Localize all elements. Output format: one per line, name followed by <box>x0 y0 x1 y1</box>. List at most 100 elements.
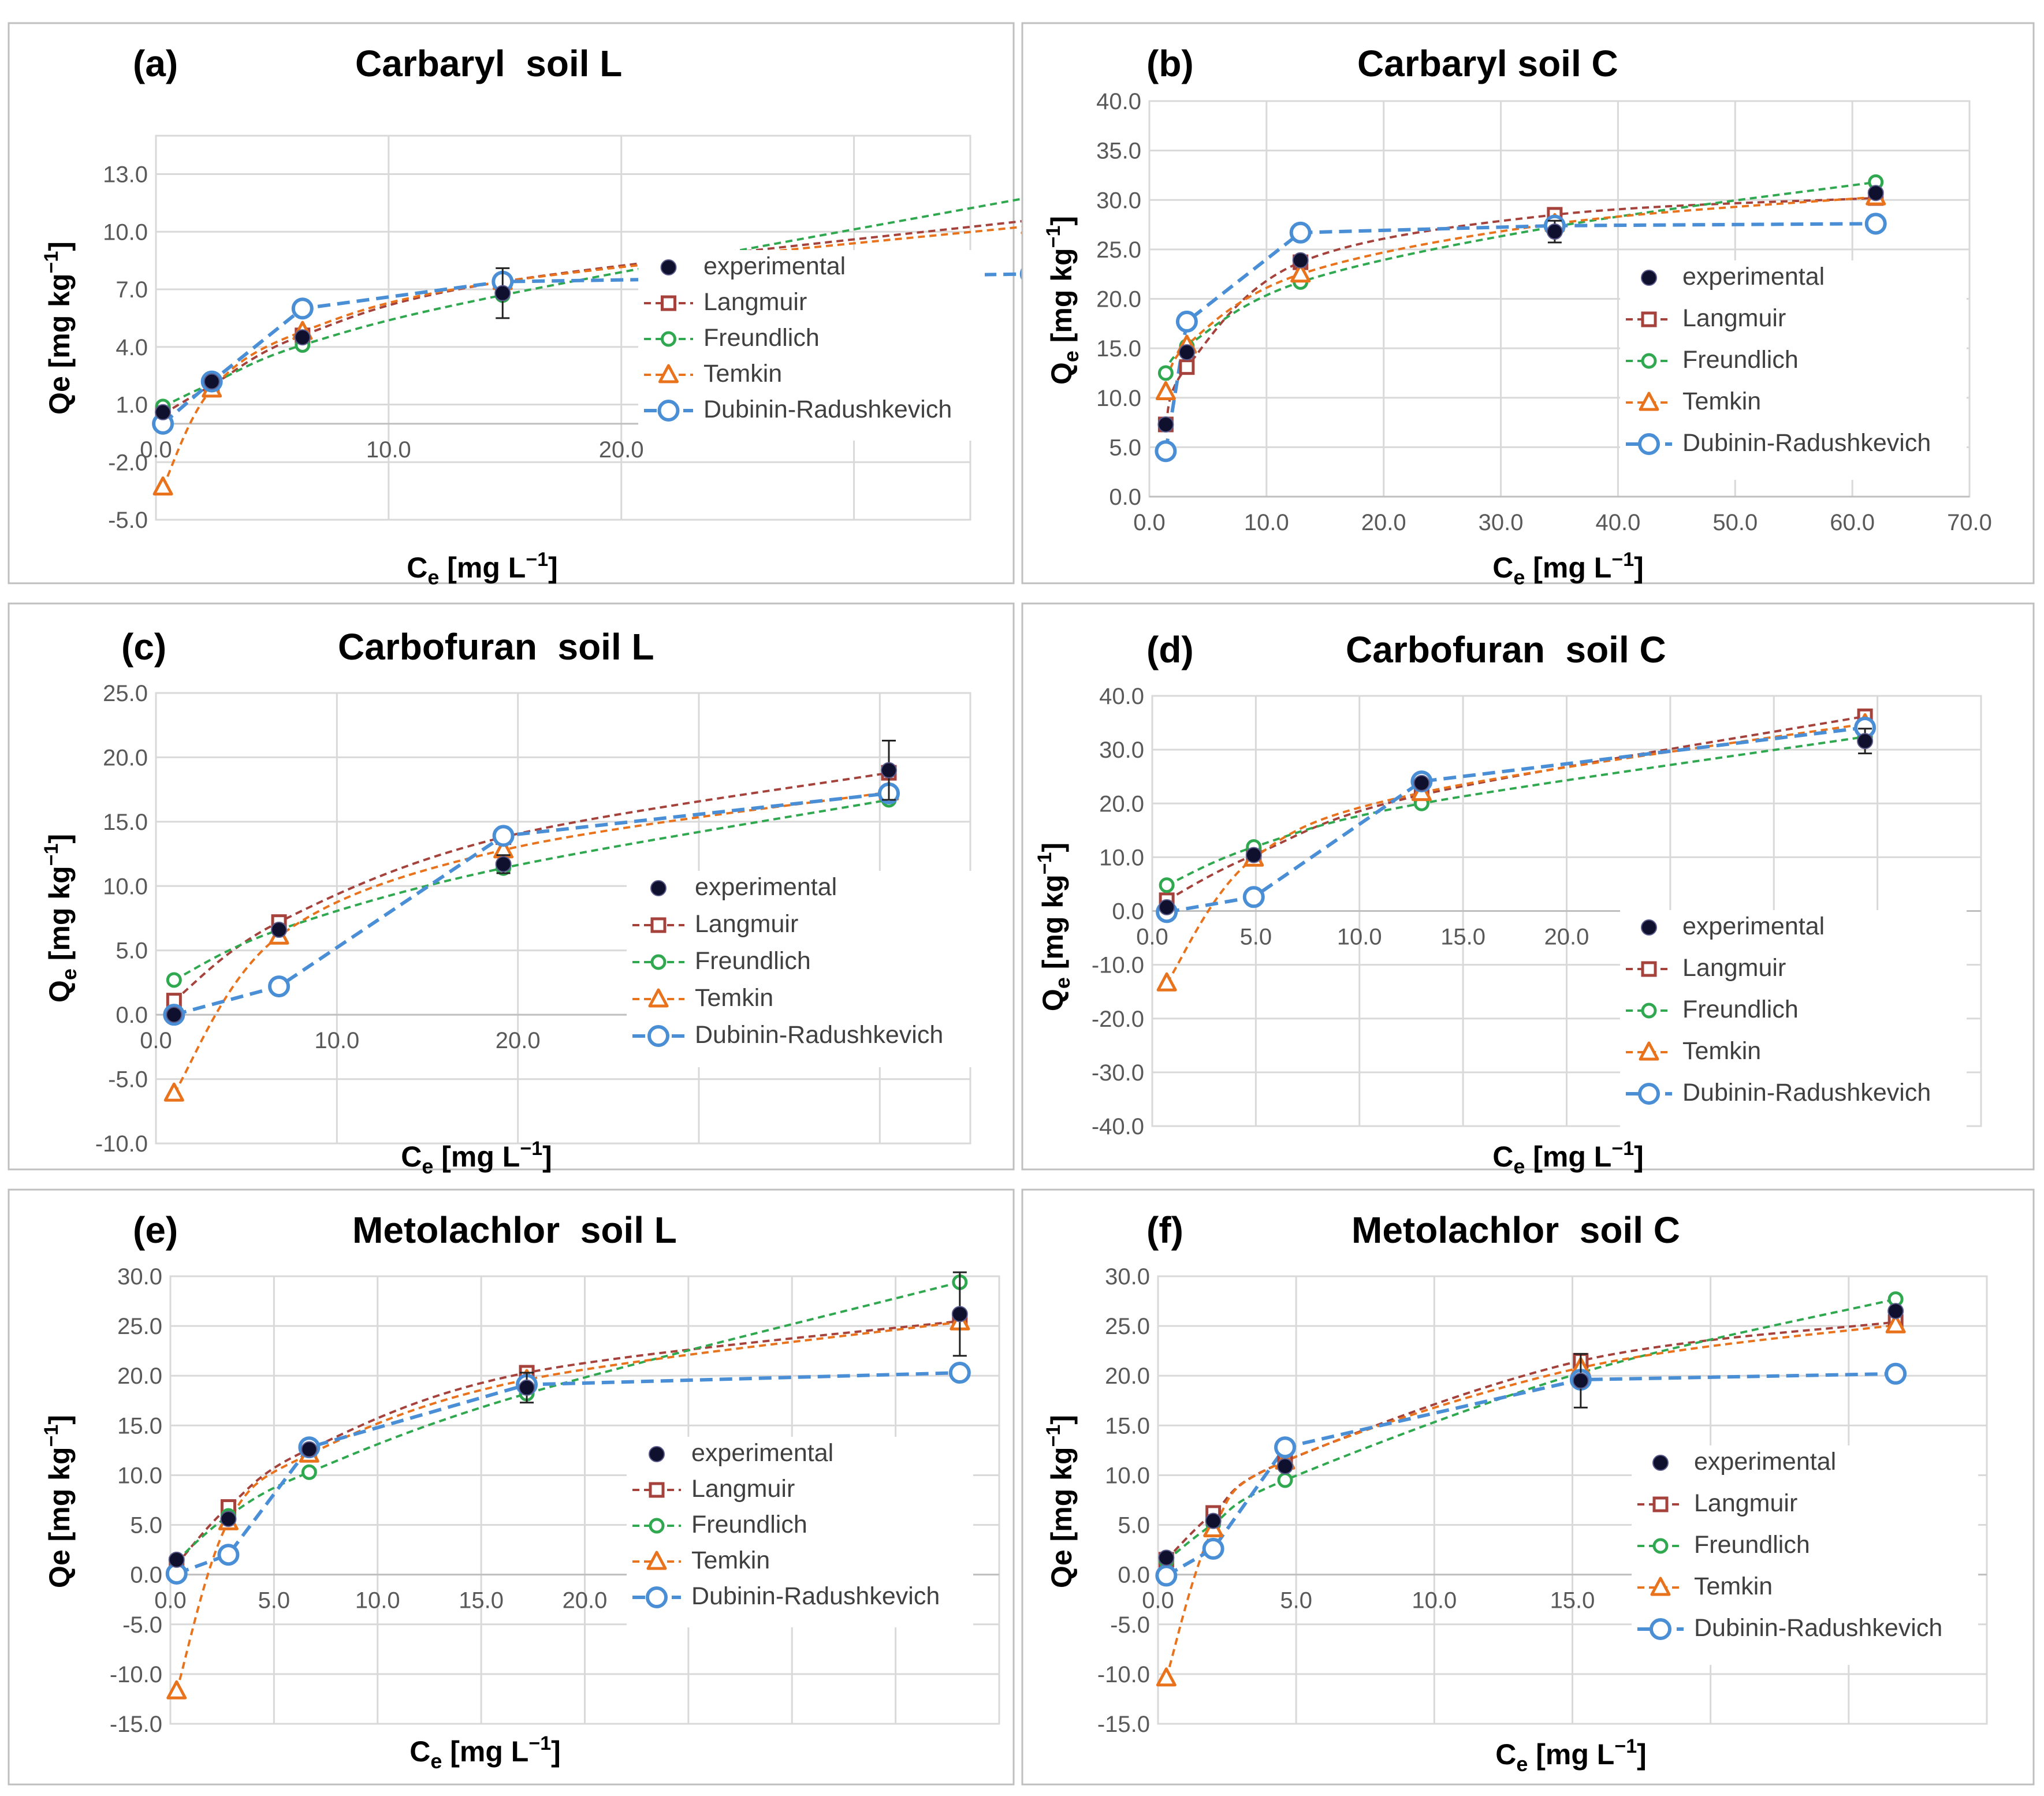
panel-title: Carbofuran soil L <box>338 626 654 668</box>
legend-item-temkin: Temkin <box>1637 1573 1773 1600</box>
y-tick-label: 0.0 <box>130 1563 162 1588</box>
y-tick-label: 0.0 <box>116 1003 148 1028</box>
y-tick-label: 25.0 <box>1105 1314 1150 1339</box>
y-axis-title: Qe [mg kg−1] <box>40 834 81 1003</box>
legend-marker <box>1650 1577 1671 1596</box>
panel-label: (f) <box>1146 1209 1183 1251</box>
legend-item-dubinin-radushkevich: Dubinin-Radushkevich <box>1637 1614 1942 1642</box>
y-tick-label: -20.0 <box>1092 1007 1144 1032</box>
x-tick-label: 10.0 <box>314 1028 359 1053</box>
y-tick-label: 20.0 <box>1099 791 1144 817</box>
data-point-langmuir <box>1179 359 1195 375</box>
legend-label: Temkin <box>695 984 773 1012</box>
legend-label: experimental <box>1694 1448 1836 1475</box>
y-tick-label: 15.0 <box>1105 1413 1150 1439</box>
legend-item-freundlich: Freundlich <box>1626 996 1799 1023</box>
legend: experimental Langmuir Freundlich Temkin Dubi… <box>1632 1445 1978 1665</box>
legend-label: Langmuir <box>691 1475 795 1503</box>
series-line-dubinin-radushkevich <box>1166 725 1866 914</box>
data-point-dubinin-radushkevich <box>1289 221 1312 244</box>
data-point-experimental <box>301 1441 318 1458</box>
legend-item-temkin: Temkin <box>644 360 782 387</box>
panel-title: Carbaryl soil L <box>355 43 622 84</box>
x-tick-label: 0.0 <box>1136 925 1168 950</box>
legend-label: Langmuir <box>703 288 807 316</box>
data-point-experimental <box>495 856 512 873</box>
legend-label: Langmuir <box>1682 954 1786 982</box>
legend-background <box>1620 910 1967 1130</box>
x-tick-label: 0.0 <box>1142 1588 1174 1614</box>
legend-marker <box>658 364 679 383</box>
legend-item-freundlich: Freundlich <box>632 947 811 975</box>
legend-background <box>1620 260 1967 480</box>
legend-item-temkin: Temkin <box>1626 1037 1761 1065</box>
panel-b: 0.0 5.0 10.0 15.0 20.0 25.0 30.0 35.0 40.0 0.0 10.… <box>1021 22 2035 589</box>
x-tick-label: 0.0 <box>140 1028 172 1053</box>
y-tick-label: 5.0 <box>1109 435 1141 460</box>
legend-marker <box>649 1482 665 1498</box>
x-tick-label: 0.0 <box>154 1588 187 1614</box>
legend-marker <box>1641 919 1657 936</box>
legend-item-langmuir: Langmuir <box>1637 1489 1797 1517</box>
x-tick-label: 15.0 <box>459 1588 504 1614</box>
series-temkin <box>175 1321 960 1691</box>
legend-marker <box>1639 1041 1659 1061</box>
legend-label: Dubinin-Radushkevich <box>1682 1079 1931 1106</box>
legend-marker <box>650 917 667 933</box>
legend-label: Temkin <box>1682 1037 1761 1065</box>
legend: experimental Langmuir Freundlich Temkin Dubi… <box>627 1437 973 1627</box>
legend-label: Temkin <box>1694 1573 1773 1600</box>
legend-label: experimental <box>695 873 837 901</box>
legend-marker <box>1641 961 1657 977</box>
legend-label: Freundlich <box>695 947 811 975</box>
y-tick-label: -10.0 <box>1097 1662 1150 1687</box>
data-point-temkin <box>1156 1667 1176 1687</box>
data-point-freundlich <box>1157 365 1174 381</box>
panel-title: Metolachlor soil L <box>352 1209 677 1251</box>
data-point-experimental <box>166 1007 183 1023</box>
series-dubinin-radushkevich <box>173 791 889 1016</box>
y-tick-label: 25.0 <box>103 681 148 706</box>
data-point-dubinin-radushkevich <box>948 1362 971 1384</box>
data-point-temkin <box>163 1082 184 1102</box>
y-tick-label: 10.0 <box>1099 845 1144 870</box>
legend-item-experimental: experimental <box>1652 1448 1836 1475</box>
y-axis-title: Qe [mg kg−1] <box>1043 216 1083 385</box>
y-tick-label: -10.0 <box>95 1131 148 1157</box>
legend-item-temkin: Temkin <box>1626 387 1761 415</box>
x-axis-title: Ce [mg L−1] <box>409 1732 561 1773</box>
data-point-experimental <box>1245 847 1262 863</box>
legend-label: experimental <box>1682 263 1825 290</box>
panel-e: -15.0-10.0-5.00.05.010.015.020.025.030.0… <box>8 1188 1015 1786</box>
series-freundlich <box>1166 735 1866 886</box>
y-tick-label: 20.0 <box>1105 1363 1150 1389</box>
y-tick-label: -10.0 <box>1092 953 1144 978</box>
data-point-temkin <box>1290 263 1311 283</box>
y-tick-label: -10.0 <box>110 1662 162 1687</box>
legend-marker <box>1652 1538 1669 1554</box>
legend-item-freundlich: Freundlich <box>632 1511 807 1538</box>
y-tick-label: 20.0 <box>103 745 148 770</box>
x-tick-label: 15.0 <box>1440 925 1485 950</box>
legend-label: Langmuir <box>1682 304 1786 332</box>
panel-d: -40.0 -30.0 -20.0 -10.0 0.0 10.0 20.0 30.0 40.0 0… <box>1021 602 2035 1178</box>
data-point-experimental <box>220 1511 237 1527</box>
series-freundlich <box>173 799 889 981</box>
data-point-dubinin-radushkevich <box>1274 1436 1297 1459</box>
x-tick-label: 20.0 <box>496 1028 541 1053</box>
y-tick-label: 15.0 <box>103 810 148 835</box>
x-axis-title: Ce [mg L−1] <box>407 549 558 589</box>
x-axis-title: Ce [mg L−1] <box>401 1138 552 1178</box>
y-tick-label: 20.0 <box>1096 287 1141 312</box>
y-axis-title: Qe [mg kg−1] <box>1034 843 1074 1011</box>
legend-marker <box>649 1446 665 1462</box>
data-point-dubinin-radushkevich <box>1864 213 1887 235</box>
legend-label: Dubinin-Radushkevich <box>695 1021 943 1049</box>
y-tick-label: 5.0 <box>1118 1513 1150 1538</box>
legend-item-temkin: Temkin <box>632 1547 770 1574</box>
data-point-experimental <box>1292 252 1309 269</box>
data-point-experimental <box>271 922 288 938</box>
data-point-dubinin-radushkevich <box>1885 1362 1907 1385</box>
data-point-dubinin-radushkevich <box>291 297 314 320</box>
